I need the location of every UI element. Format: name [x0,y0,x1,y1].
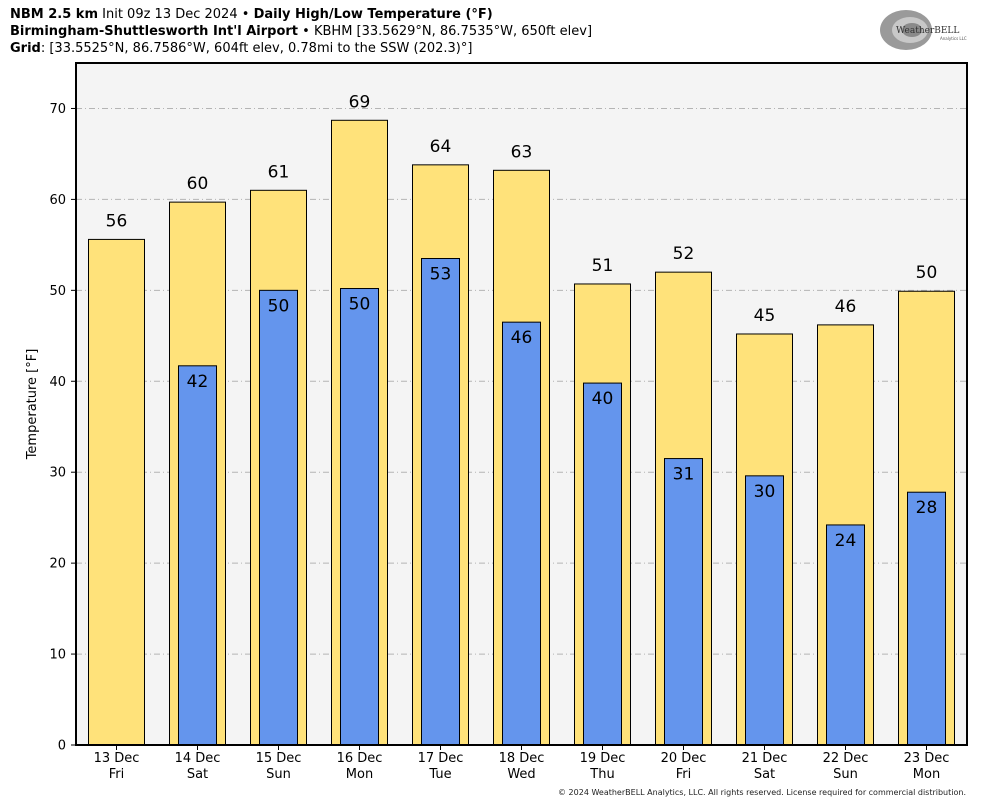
y-tick-label: 40 [49,375,66,390]
y-tick-label: 0 [58,739,66,754]
bars [88,119,955,746]
high-temp-label: 50 [916,263,938,283]
low-temp-label: 42 [187,372,209,392]
x-tick-label-date: 13 Dec [94,751,140,766]
low-temp-label: 31 [673,465,695,485]
x-tick-label-day: Sat [754,767,775,782]
low-temp-bar [421,258,460,746]
x-tick-label-day: Sun [266,767,291,782]
title-line-1: NBM 2.5 km Init 09z 13 Dec 2024 • Daily … [10,6,493,23]
high-temp-label: 64 [430,137,452,157]
station-name: Birmingham-Shuttlesworth Int'l Airport [10,24,299,39]
low-temp-bar [178,365,217,746]
low-temp-label: 24 [835,531,857,551]
product-title: Daily High/Low Temperature (°F) [253,7,493,22]
bar-labels: 56 60 42 61 50 69 50 64 53 63 46 51 40 52 31 45 30 46 24 50… [106,92,938,551]
high-temp-label: 56 [106,211,128,231]
x-tick-label-day: Mon [346,767,373,782]
logo-subtext: Analytics LLC [940,36,967,41]
init-time: Init 09z 13 Dec 2024 [102,7,238,22]
title-line-2: Birmingham-Shuttlesworth Int'l Airport •… [10,23,592,40]
x-tick-label-day: Thu [589,767,614,782]
plot-frame [75,62,968,746]
high-temp-bar [88,238,145,746]
x-tick-label-day: Fri [676,767,692,782]
model-name: NBM 2.5 km [10,7,98,22]
low-temp-label: 46 [511,328,533,348]
separator: • [241,7,250,22]
high-temp-label: 45 [754,306,776,326]
y-tick-label: 60 [49,193,66,208]
low-temp-bar [745,475,784,746]
high-temp-label: 52 [673,244,695,264]
y-tick-label: 30 [49,466,66,481]
copyright-notice: © 2024 WeatherBELL Analytics, LLC. All r… [558,788,966,797]
logo-text: WeatherBELL [896,26,959,36]
x-tick-label-date: 22 Dec [823,751,869,766]
low-temp-bar [826,524,865,746]
high-temp-label: 51 [592,256,614,276]
grid-label: Grid [10,41,41,56]
grid-info: : [33.5525°N, 86.7586°W, 604ft elev, 0.7… [40,41,473,56]
low-temp-bar [664,458,703,746]
x-tick-label-date: 17 Dec [418,751,464,766]
low-temp-label: 50 [268,296,290,316]
high-temp-label: 69 [349,92,371,112]
station-info: KBHM [33.5629°N, 86.7535°W, 650ft elev] [313,24,593,39]
y-tick-label: 70 [49,102,66,117]
x-tick-label-date: 14 Dec [175,751,221,766]
x-tick-label-date: 20 Dec [661,751,707,766]
low-temp-label: 30 [754,482,776,502]
high-temp-label: 60 [187,174,209,194]
separator: • [302,24,310,39]
x-tick-label-day: Tue [428,767,451,782]
y-axis-label: Temperature [°F] [25,349,40,461]
high-temp-label: 61 [268,162,290,182]
x-tick-label-date: 16 Dec [337,751,383,766]
logo-swirl-core [902,23,922,37]
title-line-3: Grid: [33.5525°N, 86.7586°W, 604ft elev,… [10,40,472,57]
low-temp-bar [502,321,541,746]
low-temp-label: 28 [916,498,938,518]
x-tick-label-day: Wed [507,767,535,782]
x-tick-label-day: Fri [109,767,125,782]
x-tick-label-date: 23 Dec [904,751,950,766]
weatherbell-logo: WeatherBELL Analytics LLC [880,10,967,50]
y-tick-label: 50 [49,284,66,299]
x-tick-label-date: 15 Dec [256,751,302,766]
x-tick-label-date: 21 Dec [742,751,788,766]
x-tick-label-date: 18 Dec [499,751,545,766]
high-temp-label: 46 [835,297,857,317]
y-tick-label: 20 [49,557,66,572]
x-tick-label-day: Sat [187,767,208,782]
low-temp-label: 53 [430,265,452,285]
x-tick-label-date: 19 Dec [580,751,626,766]
low-temp-bar [583,382,622,746]
low-temp-bar [907,491,946,746]
low-temp-label: 40 [592,389,614,409]
y-tick-label: 10 [49,648,66,663]
x-tick-label-day: Mon [913,767,940,782]
low-temp-label: 50 [349,295,371,315]
high-temp-label: 63 [511,142,533,162]
x-tick-label-day: Sun [833,767,858,782]
low-temp-bar [340,288,379,746]
low-temp-bar [259,289,298,746]
